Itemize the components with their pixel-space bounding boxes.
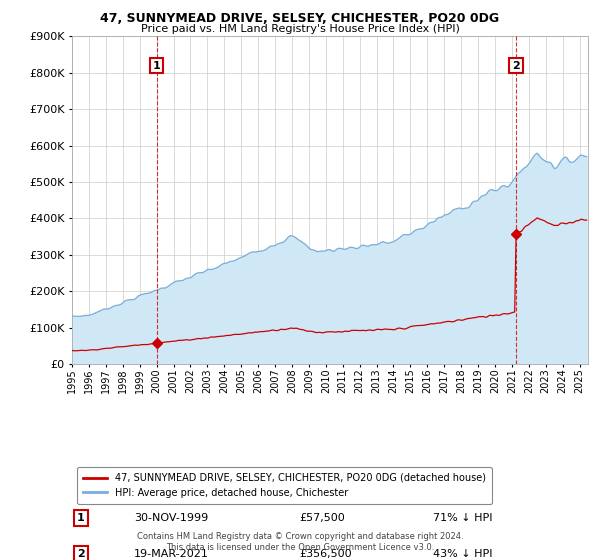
Legend: 47, SUNNYMEAD DRIVE, SELSEY, CHICHESTER, PO20 0DG (detached house), HPI: Average: 47, SUNNYMEAD DRIVE, SELSEY, CHICHESTER,… bbox=[77, 467, 491, 503]
Text: Contains HM Land Registry data © Crown copyright and database right 2024.
This d: Contains HM Land Registry data © Crown c… bbox=[137, 532, 463, 552]
Text: Price paid vs. HM Land Registry's House Price Index (HPI): Price paid vs. HM Land Registry's House … bbox=[140, 24, 460, 34]
Text: 2: 2 bbox=[512, 60, 520, 71]
Text: 71% ↓ HPI: 71% ↓ HPI bbox=[433, 513, 493, 523]
Text: £57,500: £57,500 bbox=[299, 513, 345, 523]
Text: £356,500: £356,500 bbox=[299, 549, 352, 559]
Text: 47, SUNNYMEAD DRIVE, SELSEY, CHICHESTER, PO20 0DG: 47, SUNNYMEAD DRIVE, SELSEY, CHICHESTER,… bbox=[100, 12, 500, 25]
Text: 30-NOV-1999: 30-NOV-1999 bbox=[134, 513, 208, 523]
Text: 43% ↓ HPI: 43% ↓ HPI bbox=[433, 549, 493, 559]
Text: 1: 1 bbox=[77, 513, 85, 523]
Text: 19-MAR-2021: 19-MAR-2021 bbox=[134, 549, 209, 559]
Text: 1: 1 bbox=[153, 60, 160, 71]
Text: 2: 2 bbox=[77, 549, 85, 559]
